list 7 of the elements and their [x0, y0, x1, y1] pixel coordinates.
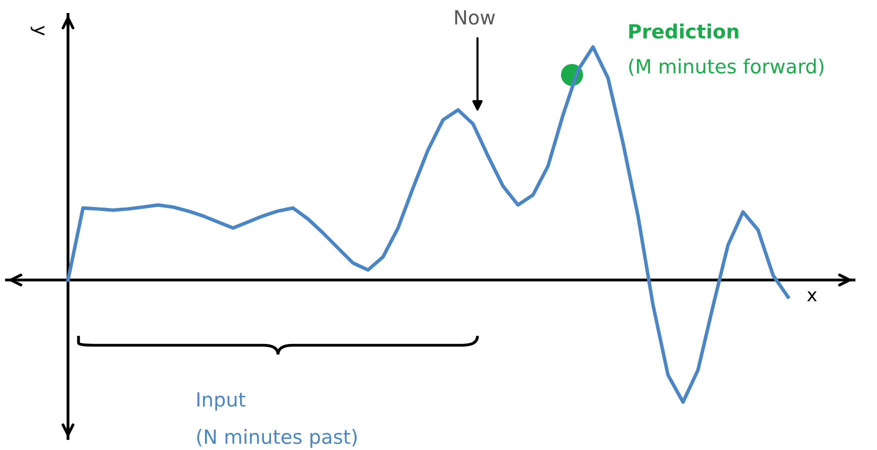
annotation: Input — [197, 392, 246, 411]
x-axis-title: x — [807, 291, 817, 302]
annotation: (M minutes forward) — [629, 58, 824, 76]
text: Now — [455, 10, 495, 25]
text: (N minutes past) — [197, 429, 357, 448]
y-axis-title: y — [30, 26, 44, 36]
text: Prediction — [629, 24, 738, 39]
